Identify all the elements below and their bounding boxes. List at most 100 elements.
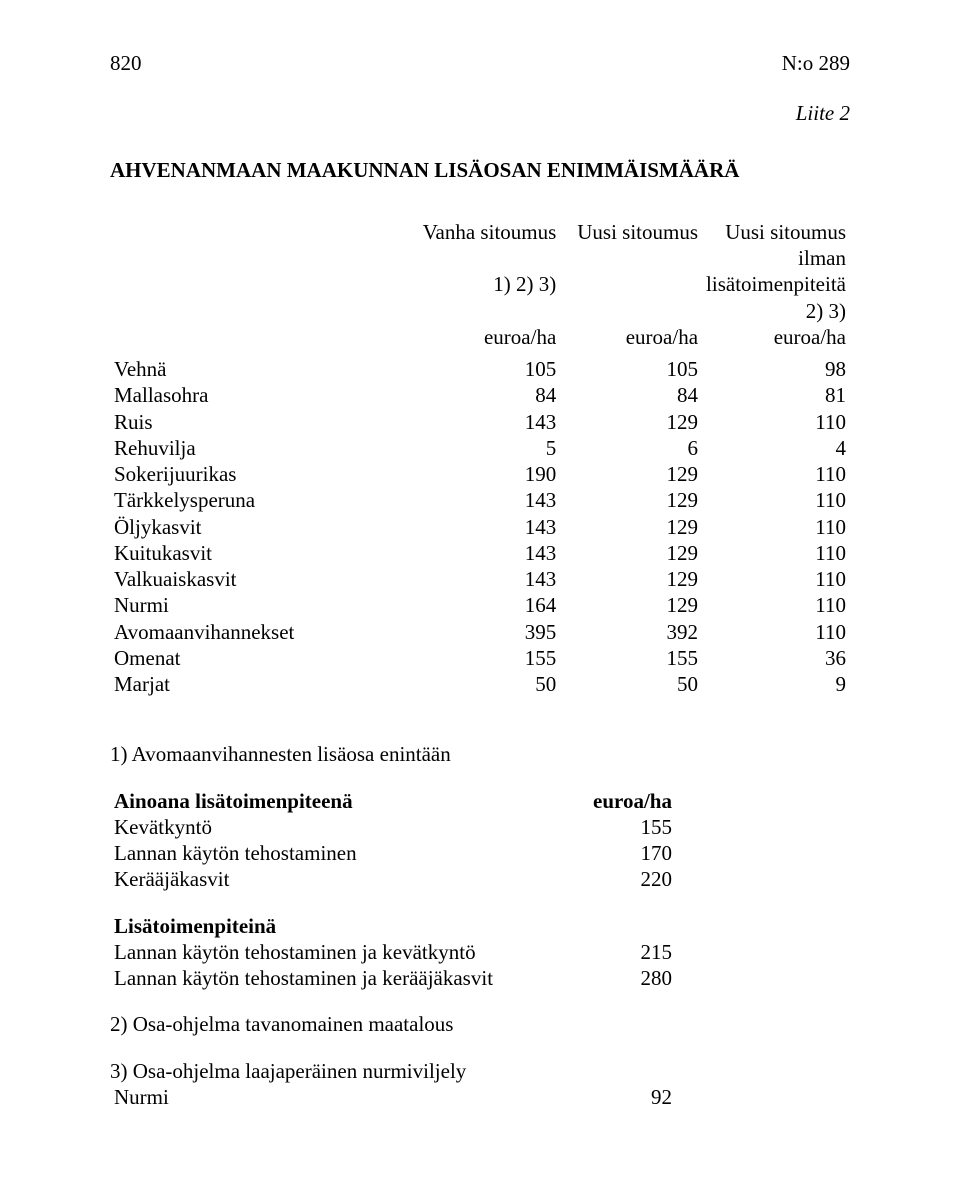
block-a-title: Ainoana lisätoimenpiteenä: [110, 788, 538, 814]
cell-value: 155: [560, 645, 702, 671]
table-header-row: euroa/ha euroa/ha euroa/ha: [110, 324, 850, 350]
cell-label: Nurmi: [110, 592, 419, 618]
cell-value: 215: [538, 939, 676, 965]
cell-label: Mallasohra: [110, 382, 419, 408]
cell-label: Omenat: [110, 645, 419, 671]
table-row: Vehnä10510598: [110, 356, 850, 382]
cell-value: 155: [538, 814, 676, 840]
cell-value: 129: [560, 409, 702, 435]
cell-value: 155: [419, 645, 561, 671]
cell-value: 110: [702, 566, 850, 592]
col3-header-l3: euroa/ha: [702, 324, 850, 350]
cell-value: 84: [419, 382, 561, 408]
cell-value: 143: [419, 409, 561, 435]
cell-value: 110: [702, 540, 850, 566]
cell-value: 190: [419, 461, 561, 487]
cell-value: 170: [538, 840, 676, 866]
footnote-1-table: Ainoana lisätoimenpiteenä euroa/ha Kevät…: [110, 788, 676, 893]
cell-label: Kerääjäkasvit: [110, 866, 538, 892]
col2-header-l2: [560, 271, 702, 324]
cell-value: 129: [560, 514, 702, 540]
cell-value: 143: [419, 566, 561, 592]
footnote-1b-table: Lisätoimenpiteinä Lannan käytön tehostam…: [110, 913, 676, 992]
cell-label: Tärkkelysperuna: [110, 487, 419, 513]
table-header-row: 1) 2) 3) lisätoimenpiteitä 2) 3): [110, 271, 850, 324]
table-row: Sokerijuurikas190129110: [110, 461, 850, 487]
cell-value: 9: [702, 671, 850, 697]
table-row: Lannan käytön tehostaminen ja kerääjäkas…: [110, 965, 676, 991]
table-row: Nurmi 92: [110, 1084, 676, 1110]
cell-value: 36: [702, 645, 850, 671]
cell-value: 6: [560, 435, 702, 461]
table-row: Omenat15515536: [110, 645, 850, 671]
cell-value: 220: [538, 866, 676, 892]
page-header: 820 N:o 289: [110, 50, 850, 76]
cell-value: 110: [702, 592, 850, 618]
table-row: Ainoana lisätoimenpiteenä euroa/ha: [110, 788, 676, 814]
col3-header-l2: lisätoimenpiteitä 2) 3): [702, 271, 850, 324]
col1-header-l1: Vanha sitoumus: [419, 219, 561, 272]
cell-value: 50: [419, 671, 561, 697]
cell-value: 110: [702, 619, 850, 645]
cell-value: 5: [419, 435, 561, 461]
col2-header-l1: Uusi sitoumus: [560, 219, 702, 272]
cell-value: 110: [702, 487, 850, 513]
cell-value: 84: [560, 382, 702, 408]
doc-number: N:o 289: [782, 50, 850, 76]
cell-label: Vehnä: [110, 356, 419, 382]
col1-header-l3: euroa/ha: [419, 324, 561, 350]
table-row: Lannan käytön tehostaminen ja kevätkyntö…: [110, 939, 676, 965]
table-row: Kevätkyntö155: [110, 814, 676, 840]
cell-label: Valkuaiskasvit: [110, 566, 419, 592]
table-row: Öljykasvit143129110: [110, 514, 850, 540]
cell-value: 129: [560, 566, 702, 592]
table-row: Kuitukasvit143129110: [110, 540, 850, 566]
cell-label: Öljykasvit: [110, 514, 419, 540]
cell-value: 129: [560, 592, 702, 618]
unit-header: euroa/ha: [538, 788, 676, 814]
table-row: Valkuaiskasvit143129110: [110, 566, 850, 592]
cell-label: Kevätkyntö: [110, 814, 538, 840]
page-number: 820: [110, 50, 142, 76]
cell-value: 98: [702, 356, 850, 382]
table-row: Lisätoimenpiteinä: [110, 913, 676, 939]
footnote-3-heading: 3) Osa-ohjelma laajaperäinen nurmiviljel…: [110, 1058, 850, 1084]
col3-header-l1: Uusi sitoumus ilman: [702, 219, 850, 272]
block-b-title: Lisätoimenpiteinä: [110, 913, 538, 939]
cell-label: Ruis: [110, 409, 419, 435]
cell-value: 50: [560, 671, 702, 697]
cell-label: Kuitukasvit: [110, 540, 419, 566]
cell-value: 129: [560, 540, 702, 566]
cell-label: Nurmi: [110, 1084, 538, 1110]
table-row: Avomaanvihannekset395392110: [110, 619, 850, 645]
cell-value: 280: [538, 965, 676, 991]
cell-value: 110: [702, 409, 850, 435]
attachment-label: Liite 2: [110, 100, 850, 126]
cell-value: 392: [560, 619, 702, 645]
footnote-2: 2) Osa-ohjelma tavanomainen maatalous: [110, 1011, 850, 1037]
table-row: Mallasohra848481: [110, 382, 850, 408]
cell-value: 143: [419, 540, 561, 566]
cell-label: Sokerijuurikas: [110, 461, 419, 487]
cell-value: 4: [702, 435, 850, 461]
cell-value: 164: [419, 592, 561, 618]
cell-label: Lannan käytön tehostaminen ja kevätkyntö: [110, 939, 538, 965]
cell-value: 395: [419, 619, 561, 645]
page: 820 N:o 289 Liite 2 AHVENANMAAN MAAKUNNA…: [0, 0, 960, 1193]
cell-label: Marjat: [110, 671, 419, 697]
table-row: Lannan käytön tehostaminen170: [110, 840, 676, 866]
table-row: Marjat50509: [110, 671, 850, 697]
cell-value: 92: [538, 1084, 676, 1110]
footnote-3-table: Nurmi 92: [110, 1084, 676, 1110]
main-table: Vanha sitoumus Uusi sitoumus Uusi sitoum…: [110, 219, 850, 698]
cell-value: 143: [419, 487, 561, 513]
table-row: Tärkkelysperuna143129110: [110, 487, 850, 513]
cell-value: 110: [702, 514, 850, 540]
cell-value: 105: [560, 356, 702, 382]
cell-value: 129: [560, 487, 702, 513]
page-title: AHVENANMAAN MAAKUNNAN LISÄOSAN ENIMMÄISM…: [110, 157, 850, 183]
cell-label: Avomaanvihannekset: [110, 619, 419, 645]
cell-value: 143: [419, 514, 561, 540]
table-row: Rehuvilja564: [110, 435, 850, 461]
cell-value: 110: [702, 461, 850, 487]
